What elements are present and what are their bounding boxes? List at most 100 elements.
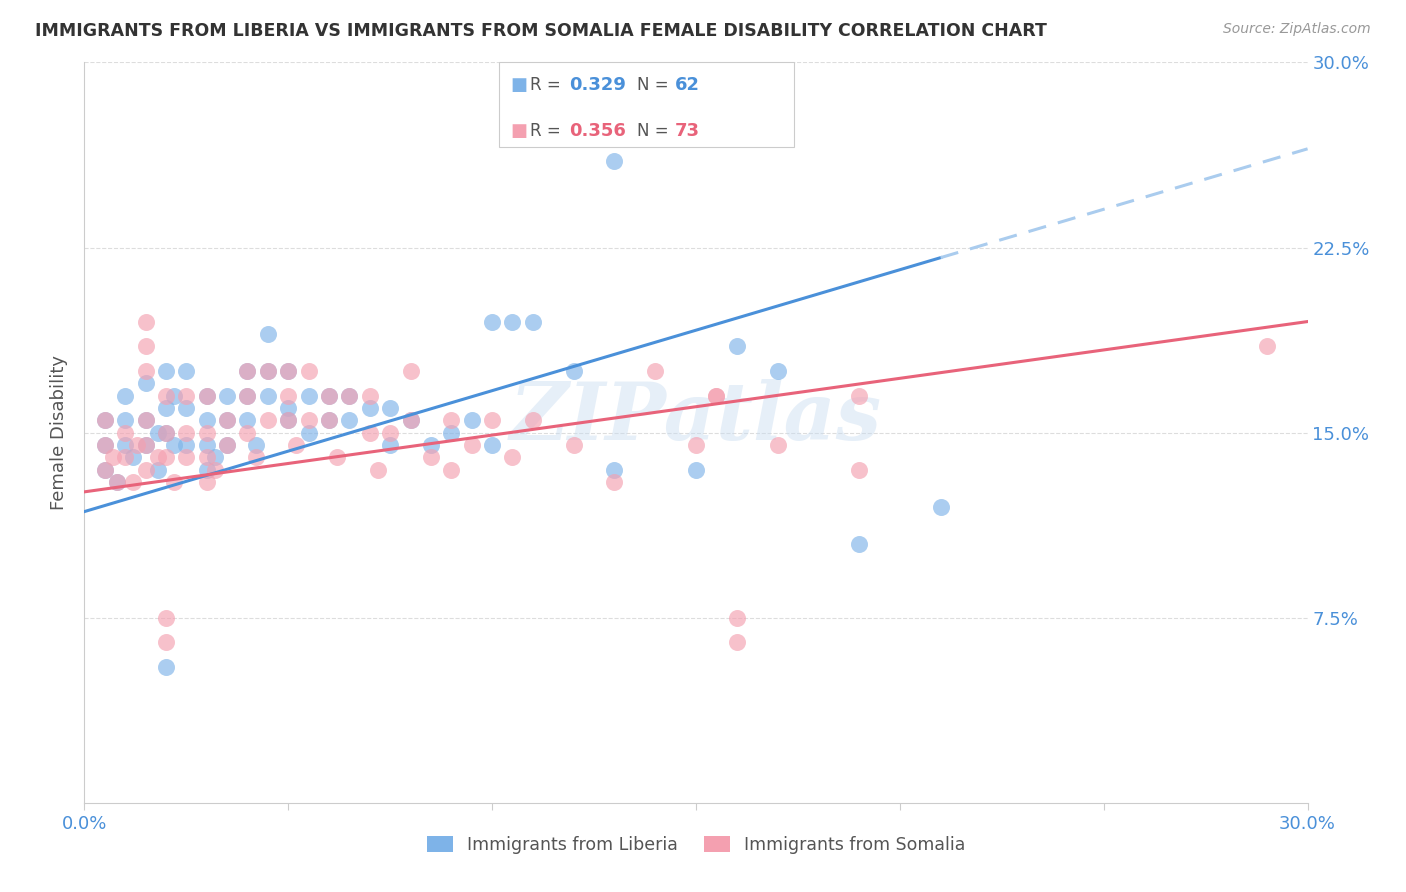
Point [603,475,626,489]
Point [522,314,544,328]
Point [725,635,748,649]
Point [135,314,157,328]
Point [277,413,299,427]
Point [236,364,259,378]
Text: N =: N = [637,122,673,140]
Point [277,413,299,427]
Point [285,438,308,452]
Point [101,450,124,465]
Point [706,388,728,402]
Point [93,438,115,452]
Point [481,314,503,328]
Point [155,450,177,465]
Point [685,462,707,476]
Point [644,364,666,378]
Point [155,610,177,624]
Point [146,450,169,465]
Point [174,438,197,452]
Point [114,388,136,402]
Point [929,500,952,514]
Text: 0.329: 0.329 [569,76,626,94]
Point [93,462,115,476]
Point [163,475,186,489]
Point [114,413,136,427]
Point [603,154,626,169]
Point [318,413,340,427]
Point [146,425,169,440]
Point [298,388,321,402]
Point [440,413,463,427]
Y-axis label: Female Disability: Female Disability [49,355,67,510]
Point [318,388,340,402]
Point [420,438,443,452]
Point [146,462,169,476]
Point [114,450,136,465]
Point [318,388,340,402]
Point [135,376,157,391]
Point [277,364,299,378]
Point [277,401,299,415]
Point [766,438,789,452]
Text: 62: 62 [675,76,700,94]
Point [257,388,280,402]
Point [298,364,321,378]
Point [155,425,177,440]
Point [114,425,136,440]
Point [367,462,389,476]
Point [440,462,463,476]
Point [236,388,259,402]
Point [725,339,748,353]
Point [420,450,443,465]
Point [217,438,239,452]
Point [122,450,145,465]
Point [236,388,259,402]
Point [399,413,422,427]
Legend: Immigrants from Liberia, Immigrants from Somalia: Immigrants from Liberia, Immigrants from… [420,829,972,861]
Point [135,462,157,476]
Point [257,364,280,378]
Point [339,388,361,402]
Point [603,462,626,476]
Point [217,413,239,427]
Point [502,314,524,328]
Point [481,413,503,427]
Point [163,438,186,452]
Point [135,438,157,452]
Point [326,450,349,465]
Point [848,388,870,402]
Point [155,635,177,649]
Point [236,364,259,378]
Point [135,438,157,452]
Point [195,475,218,489]
Point [155,401,177,415]
Point [155,425,177,440]
Point [481,438,503,452]
Point [236,425,259,440]
Point [277,388,299,402]
Text: N =: N = [637,76,673,94]
Point [725,610,748,624]
Point [93,413,115,427]
Point [380,425,402,440]
Point [93,413,115,427]
Point [399,413,422,427]
Text: IMMIGRANTS FROM LIBERIA VS IMMIGRANTS FROM SOMALIA FEMALE DISABILITY CORRELATION: IMMIGRANTS FROM LIBERIA VS IMMIGRANTS FR… [35,22,1047,40]
Point [766,364,789,378]
Text: ■: ■ [510,76,527,94]
Point [562,438,585,452]
Point [339,413,361,427]
Point [380,401,402,415]
Point [122,475,145,489]
Point [685,438,707,452]
Point [1256,339,1278,353]
Point [135,339,157,353]
Point [195,388,218,402]
Point [217,413,239,427]
Point [359,401,381,415]
Point [135,413,157,427]
Point [339,388,361,402]
Point [135,364,157,378]
Point [522,413,544,427]
Point [245,438,267,452]
Point [245,450,267,465]
